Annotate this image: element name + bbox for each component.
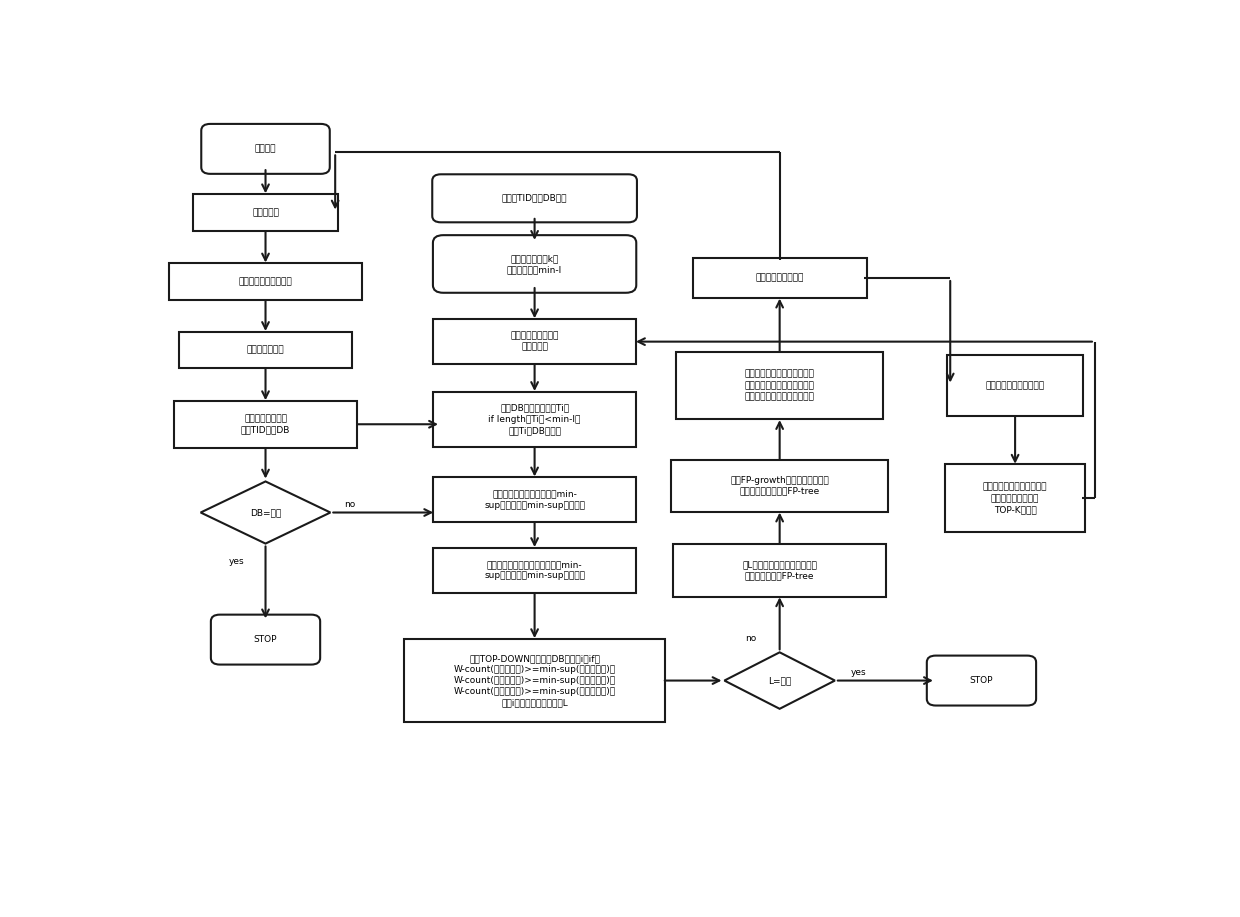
- Text: 将故障TID表格DB导入: 将故障TID表格DB导入: [502, 193, 568, 203]
- FancyBboxPatch shape: [433, 319, 636, 364]
- Text: DB=空集: DB=空集: [250, 508, 281, 517]
- Text: STOP: STOP: [254, 635, 278, 644]
- Text: 根据用户需求形成
故障TID表格DB: 根据用户需求形成 故障TID表格DB: [241, 414, 290, 435]
- Text: 遍历DB中所有事务项Ti，
if length（Ti）<min-l，
则将Ti从DB中移除: 遍历DB中所有事务项Ti， if length（Ti）<min-l， 则将Ti从…: [489, 403, 580, 435]
- Text: 输入目标规则数k，
最小规则长度min-l: 输入目标规则数k， 最小规则长度min-l: [507, 254, 562, 274]
- FancyBboxPatch shape: [433, 174, 637, 222]
- Text: 利用子代求和法进一步生成各层min-
sup并利用各层min-sup进行剪枝: 利用子代求和法进一步生成各层min- sup并利用各层min-sup进行剪枝: [484, 560, 585, 580]
- FancyBboxPatch shape: [433, 392, 636, 447]
- Text: yes: yes: [229, 557, 244, 566]
- Text: 根据先验数据计算各
项先验权值: 根据先验数据计算各 项先验权值: [511, 332, 559, 352]
- Text: 在故障属性层遍历各项并对各
项进行上卷操作，然后重复前
述操作，按照交叉层关联规则: 在故障属性层遍历各项并对各 项进行上卷操作，然后重复前 述操作，按照交叉层关联规…: [745, 370, 815, 401]
- FancyBboxPatch shape: [211, 614, 320, 665]
- FancyBboxPatch shape: [193, 194, 339, 231]
- FancyBboxPatch shape: [676, 351, 883, 419]
- FancyBboxPatch shape: [671, 459, 888, 512]
- FancyBboxPatch shape: [433, 547, 636, 593]
- Text: 收集用户反馈的规则解释: 收集用户反馈的规则解释: [986, 381, 1044, 390]
- Text: L=空集: L=空集: [768, 676, 791, 685]
- Polygon shape: [724, 652, 835, 709]
- Text: 利用FP-growth算法依照自下往上
上遍历挖掘各个条件FP-tree: 利用FP-growth算法依照自下往上 上遍历挖掘各个条件FP-tree: [730, 476, 830, 496]
- FancyBboxPatch shape: [693, 259, 867, 298]
- Text: no: no: [343, 500, 355, 509]
- Text: 生成故障关联规则库: 生成故障关联规则库: [755, 273, 804, 282]
- Text: 数据输入: 数据输入: [254, 144, 277, 153]
- Text: 形成故障数据库: 形成故障数据库: [247, 346, 284, 355]
- Text: 按故障码规范进行编码: 按故障码规范进行编码: [238, 277, 293, 286]
- Text: STOP: STOP: [970, 676, 993, 685]
- FancyBboxPatch shape: [174, 401, 357, 447]
- FancyBboxPatch shape: [433, 235, 636, 293]
- FancyBboxPatch shape: [404, 639, 665, 723]
- FancyBboxPatch shape: [201, 124, 330, 174]
- Text: 对L中每一项按照由上而下策略
的顺序建立条件FP-tree: 对L中每一项按照由上而下策略 的顺序建立条件FP-tree: [743, 560, 817, 580]
- FancyBboxPatch shape: [169, 263, 362, 300]
- Text: 利用TOP-DOWN规则遍历DB中事务i，if：
W-count(故障种类层)>=min-sup(故障种类层)，
W-count(故障设备层)>=min-sup: 利用TOP-DOWN规则遍历DB中事务i，if： W-count(故障种类层)>…: [454, 654, 615, 707]
- FancyBboxPatch shape: [179, 332, 352, 369]
- Polygon shape: [201, 481, 330, 544]
- FancyBboxPatch shape: [947, 355, 1083, 415]
- Text: 按照用户输入参数按照权重
支持度的顺序依列出
TOP-K条规则: 按照用户输入参数按照权重 支持度的顺序依列出 TOP-K条规则: [983, 482, 1048, 514]
- FancyBboxPatch shape: [433, 477, 636, 523]
- FancyBboxPatch shape: [945, 465, 1085, 532]
- Text: yes: yes: [851, 668, 867, 677]
- Text: 数据预处理: 数据预处理: [252, 208, 279, 217]
- Text: 利用闭节点计数法生成各层min-
sup并利用各层min-sup进行剪枝: 利用闭节点计数法生成各层min- sup并利用各层min-sup进行剪枝: [484, 490, 585, 510]
- FancyBboxPatch shape: [926, 656, 1037, 705]
- Text: no: no: [745, 634, 756, 643]
- FancyBboxPatch shape: [673, 545, 885, 597]
